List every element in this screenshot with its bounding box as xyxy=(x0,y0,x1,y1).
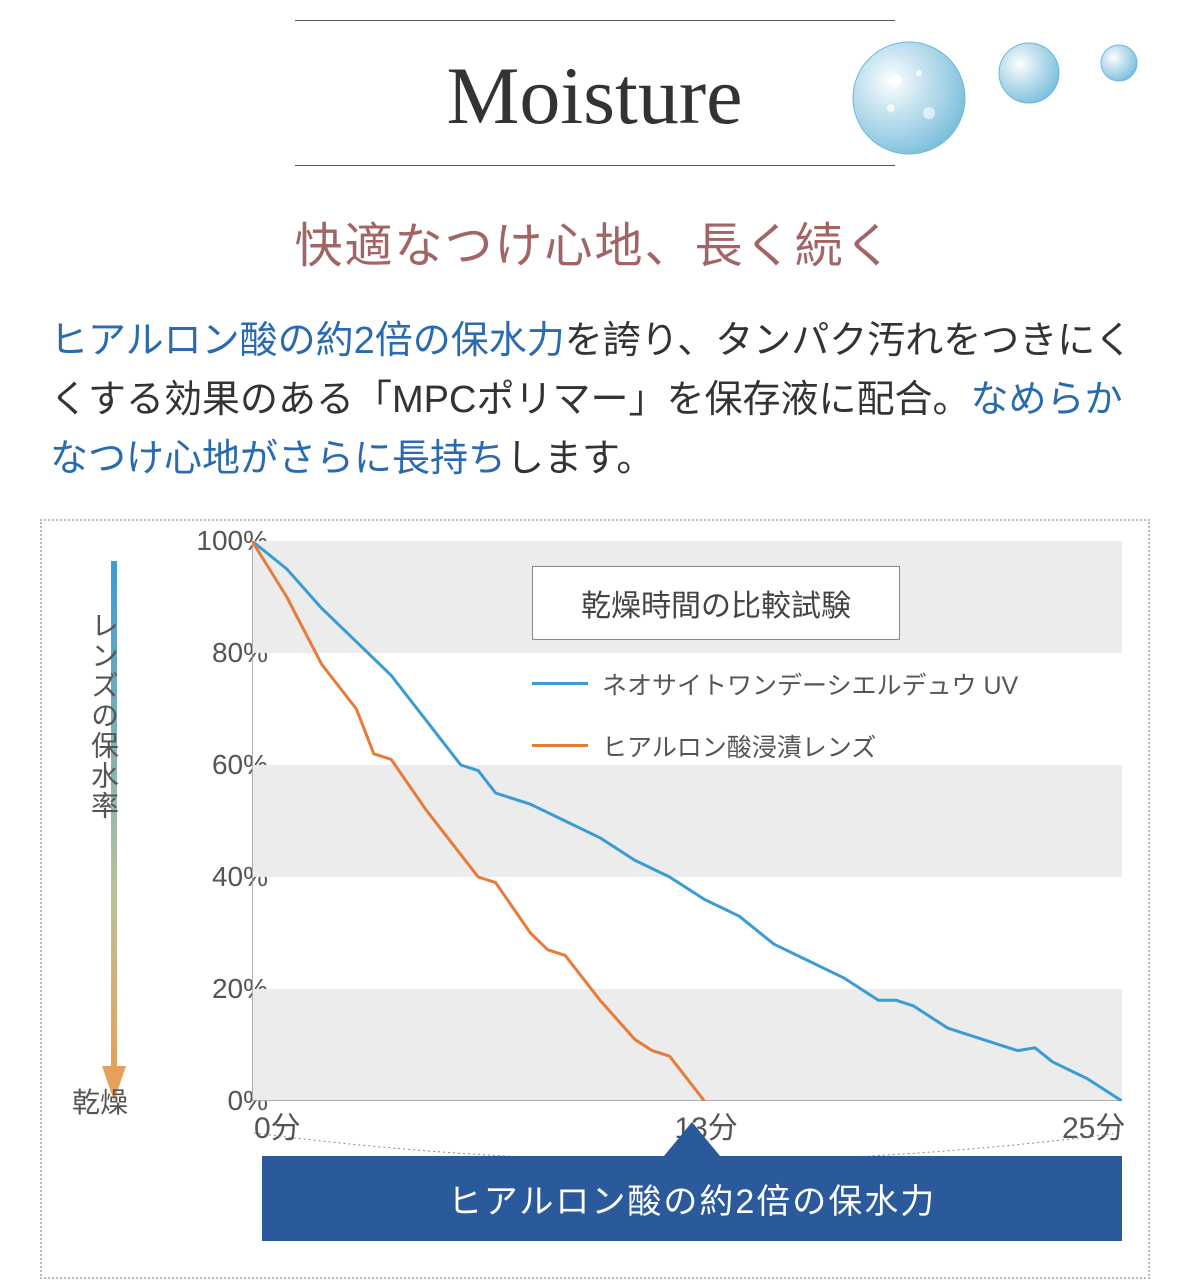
page: Moisture 快適なつけ心地、長く続く ヒアルロン酸の約2倍の保水力を誇り、… xyxy=(0,0,1189,1283)
legend-item: ネオサイトワンデーシエルデュウ UV xyxy=(532,666,1062,702)
subtitle: 快適なつけ心地、長く続く xyxy=(40,166,1149,312)
callout-text: ヒアルロン酸の約2倍の保水力 xyxy=(262,1156,1122,1241)
body-paragraph: ヒアルロン酸の約2倍の保水力を誇り、タンパク汚れをつきにくくする効果のある「MP… xyxy=(40,312,1149,519)
legend-label: ネオサイトワンデーシエルデュウ UV xyxy=(602,666,1018,702)
legend-title: 乾燥時間の比較試験 xyxy=(532,566,900,640)
callout-arrow-icon xyxy=(664,1122,720,1156)
chart-container: レンズの保水率 乾燥 0%20%40%60%80%100% 乾燥時間の比較試験 … xyxy=(40,519,1150,1279)
callout: ヒアルロン酸の約2倍の保水力 xyxy=(262,1122,1122,1241)
y-axis-label: レンズの保水率 xyxy=(82,611,122,821)
water-drops-icon xyxy=(839,18,1159,158)
legend-item: ヒアルロン酸浸漬レンズ xyxy=(532,728,1062,764)
legend-label: ヒアルロン酸浸漬レンズ xyxy=(602,728,876,764)
legend-swatch xyxy=(532,682,588,685)
legend-swatch xyxy=(532,744,588,747)
legend: 乾燥時間の比較試験 ネオサイトワンデーシエルデュウ UV ヒアルロン酸浸漬レンズ xyxy=(532,566,1062,764)
y-axis-bottom-label: 乾燥 xyxy=(72,1081,128,1121)
